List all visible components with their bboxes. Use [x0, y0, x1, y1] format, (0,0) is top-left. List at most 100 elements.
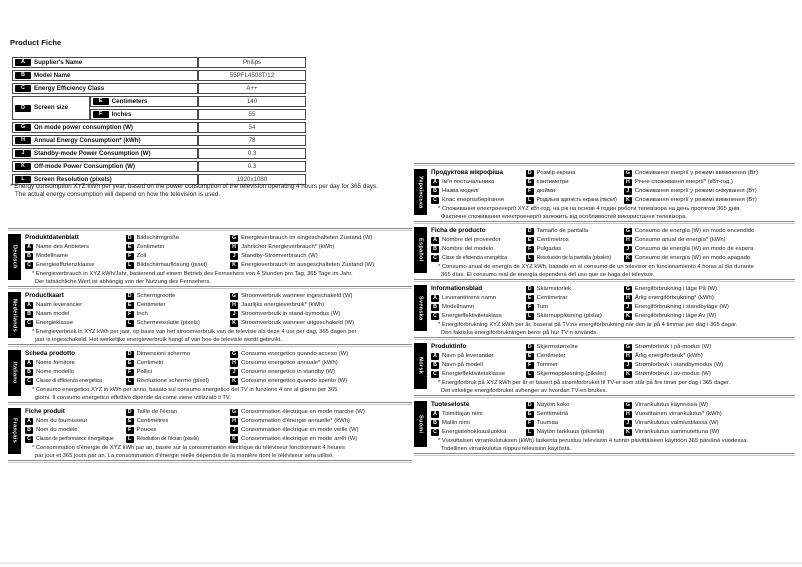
footnote-line: * Споживання електроенергії XYZ кВт-год.…: [438, 206, 741, 212]
fiche-item-g: G Energieverbrauch im eingeschalteten Zus…: [230, 234, 412, 243]
section-grid: Fiche produit D Taille de l'écran G Consomma…: [25, 408, 412, 444]
fiche-item-h: H Consommation d'énergie annuelle* (kWh): [230, 417, 412, 426]
section-footnote: * Consumo anual de energía de XYZ kWh, b…: [431, 264, 795, 279]
fiche-item-f: F Tommer: [525, 361, 624, 370]
section-footnote: * Energieverbrauch in XYZ kWh/Jahr, basi…: [25, 271, 412, 286]
item-badge: L: [125, 319, 134, 327]
fiche-item-c: C Clase de eficiencia energética: [431, 254, 526, 263]
fiche-item-e: E Centimetri: [125, 359, 230, 368]
product-fiche-body: A Supplier's Name Philips B Model Name 55PFL4…: [12, 57, 306, 185]
separator: [414, 337, 795, 340]
language-tab-label: Norsk: [417, 357, 424, 375]
row-badge: K: [15, 163, 31, 171]
fiche-item-h: H Vuosittainen virrankulutus* (kWh): [623, 410, 795, 419]
item-badge: F: [525, 419, 534, 427]
item-badge: H: [623, 410, 632, 418]
fiche-item-a: A Navn på leverandør: [431, 352, 526, 361]
item-label: Naam leverancier: [36, 302, 83, 308]
row-label: Screen size: [34, 104, 69, 112]
fiche-item-a: A Leverantörens namn: [431, 294, 526, 303]
section-footnote: * Energieverbruik in XYZ kWh per jaar, o…: [25, 329, 412, 344]
label-cell: H Annual Energy Consumption* (kWh): [12, 135, 198, 146]
item-label: Споживання енергії у режимі очікування (…: [634, 188, 757, 194]
fiche-item-c: C Energieffektivitetsklasse: [431, 370, 526, 379]
section-title: Productkaart: [25, 292, 64, 299]
fiche-item-b: B Nombre del modelo: [431, 245, 526, 254]
item-badge: H: [230, 301, 239, 309]
item-label: Pollici: [136, 369, 152, 375]
fiche-item-k: K Consommation électrique en mode arrêt (…: [230, 435, 412, 444]
item-label: Nom du fournisseur: [36, 418, 88, 424]
item-label: Virrankulutus käynnissä (W): [634, 402, 709, 408]
item-label: Navn på leverandør: [442, 353, 494, 359]
section-title: Produktinfo: [431, 343, 467, 350]
item-label: Senttimetriä: [536, 411, 569, 417]
item-label: Energieklasse: [36, 320, 74, 326]
item-label: Skärmupplösning (pixlar): [536, 313, 602, 319]
section-grid: Informationsblad D Skärmstorlek G Energiförb…: [431, 285, 795, 321]
item-label: Ім'я постачальника: [442, 179, 495, 185]
footnote-line: Det virkelige energiforbruket avhenger a…: [441, 387, 608, 394]
fiche-item-f: F Tum: [525, 303, 624, 312]
item-badge: B: [431, 361, 439, 369]
item-label: Naam model: [36, 311, 70, 317]
section-title: Ficha de producto: [431, 227, 486, 234]
item-label: Vuosittainen virrankulutus* (kWh): [634, 411, 722, 417]
item-label: Stroomverbruik wanneer uitgeschakeld (W): [241, 320, 355, 326]
row-value: A++: [198, 83, 306, 94]
fiche-item-b: B Nome modello: [25, 368, 126, 377]
item-badge: G: [230, 292, 239, 300]
item-label: Risoluzione schermo (pixel): [136, 378, 209, 384]
language-tab: Italiano: [8, 350, 21, 396]
fiche-item-c: C Energieeffizienzklasse: [25, 261, 126, 270]
item-badge: J: [623, 303, 632, 311]
section-title: Tuoteseloste: [431, 401, 470, 408]
row-label: Off-mode Power Consumption (W): [34, 162, 136, 170]
row-badge: G: [15, 124, 31, 132]
fiche-item-e: E Centimètres: [125, 417, 230, 426]
fiche-item-e: E Senttimetriä: [525, 410, 624, 419]
item-label: Nome fornitore: [36, 360, 75, 366]
item-label: Schermresolutie (pixels): [136, 320, 200, 326]
item-label: Energiförbrukning i läge Av (W): [634, 313, 717, 319]
item-label: Tuumaa: [536, 420, 559, 426]
section-footnote: * Consommation d'énergie de XYZ kWh par …: [25, 445, 412, 460]
item-badge: A: [431, 178, 439, 186]
table-row: D Screen size E Centimeters 140: [12, 96, 306, 120]
item-label: Jährlicher Energieverbrauch* (kWh): [241, 244, 335, 250]
footnote-line: Фактичне споживання електроенергії залеж…: [441, 213, 687, 220]
fiche-item-j: J Consumo energetico in standby (W): [230, 368, 412, 377]
fiche-item-j: J Stroomverbruik in stand-bymodus (W): [230, 310, 412, 319]
language-tab: Nederlands: [8, 292, 21, 338]
item-label: Standby-Stromverbrauch (W): [241, 253, 318, 259]
item-badge: H: [623, 352, 632, 360]
separator: [8, 344, 412, 347]
item-badge: L: [525, 370, 534, 378]
item-badge: E: [125, 417, 134, 425]
item-badge: B: [431, 245, 439, 253]
item-badge: G: [623, 227, 632, 235]
item-label: Клас енергозберігання: [442, 197, 504, 203]
section-title: Fiche produit: [25, 408, 65, 415]
item-badge: J: [230, 368, 239, 376]
separator: [8, 460, 412, 463]
fiche-item-h: H Consumo anual de energía* (kWh): [623, 236, 795, 245]
fiche-item-j: J Consumo de energía (W) en modo de esper…: [623, 245, 795, 254]
item-badge: A: [431, 294, 439, 302]
fiche-item-f: F Tuumaa: [525, 419, 624, 428]
fiche-item-f: F Zoll: [125, 252, 230, 261]
item-badge: G: [623, 169, 632, 177]
section-title: Scheda prodotto: [25, 350, 76, 357]
fiche-item-f: F Inch: [125, 310, 230, 319]
item-badge: A: [25, 359, 33, 367]
fiche-item-g: G Consumo energetico quando acceso (W): [230, 350, 412, 359]
fiche-item-j: J Energiförbrukning i standbyläge (W): [623, 303, 795, 312]
item-badge: C: [25, 319, 33, 327]
fiche-item-b: B Modellname: [25, 252, 126, 261]
footnote-line: 365 días. El consumo real de energía dep…: [441, 271, 655, 278]
section-footnote: * Energiforbruk på XYZ kWh per år er bas…: [431, 380, 795, 395]
item-label: Consumo energetico annuale* (kWh): [241, 360, 338, 366]
item-badge: H: [230, 417, 239, 425]
item-label: Modellname: [36, 253, 69, 259]
item-label: Bildschirmgröße: [136, 235, 180, 241]
